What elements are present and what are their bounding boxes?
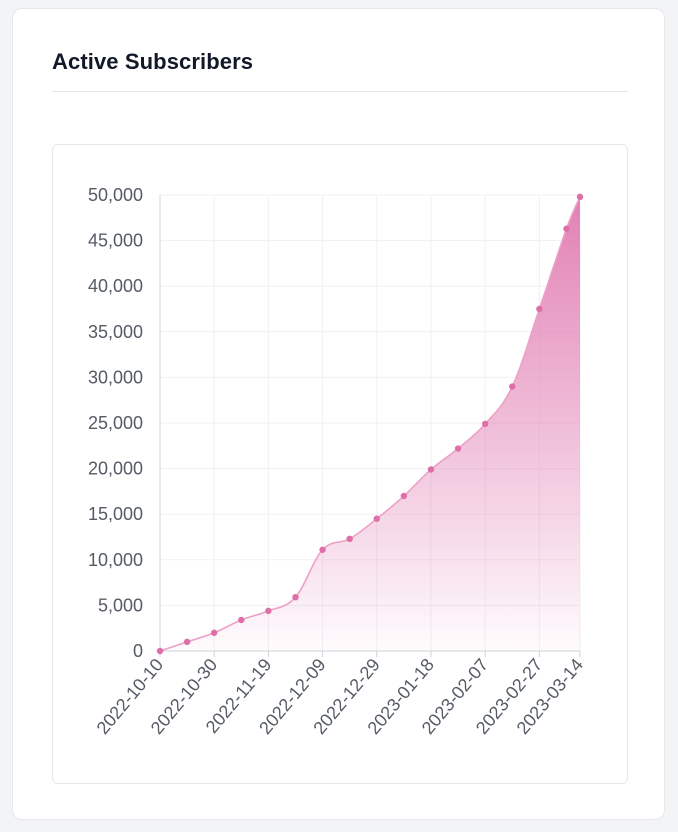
area-fill (160, 196, 580, 651)
data-point (400, 492, 408, 500)
y-tick-label: 5,000 (98, 595, 143, 615)
y-tick-label: 40,000 (88, 276, 143, 296)
data-point (183, 638, 191, 646)
y-tick-label: 20,000 (88, 459, 143, 479)
y-tick-label: 25,000 (88, 413, 143, 433)
series-line (159, 196, 581, 652)
y-tick-label: 50,000 (88, 185, 143, 205)
data-point (454, 445, 462, 452)
data-point (563, 225, 570, 232)
data-point (265, 607, 272, 615)
subscribers-card: Active Subscribers 0 5,000 10,000 15,000 20,… (12, 8, 665, 820)
data-point (292, 593, 299, 601)
y-tick-label: 0 (133, 641, 143, 661)
y-tick-label: 45,000 (88, 231, 143, 251)
y-tick-label: 30,000 (88, 367, 143, 387)
data-point (156, 647, 164, 655)
card-title: Active Subscribers (52, 49, 254, 74)
data-point (509, 383, 516, 390)
data-point (481, 420, 489, 428)
data-point (373, 515, 380, 522)
data-point (536, 305, 543, 313)
subscribers-area-chart: 0 5,000 10,000 15,000 20,000 25,000 30,000 35,0… (88, 185, 587, 738)
y-tick-label: 15,000 (88, 504, 143, 524)
data-point (238, 616, 245, 624)
title-divider (52, 91, 628, 92)
data-point (427, 466, 435, 473)
data-point (346, 535, 353, 543)
chart-panel: 0 5,000 10,000 15,000 20,000 25,000 30,000 35,0… (52, 144, 628, 784)
data-point (319, 546, 326, 553)
y-tick-label: 10,000 (88, 550, 143, 570)
y-tick-label: 35,000 (88, 322, 143, 342)
data-point (576, 193, 584, 201)
data-point (210, 629, 218, 636)
